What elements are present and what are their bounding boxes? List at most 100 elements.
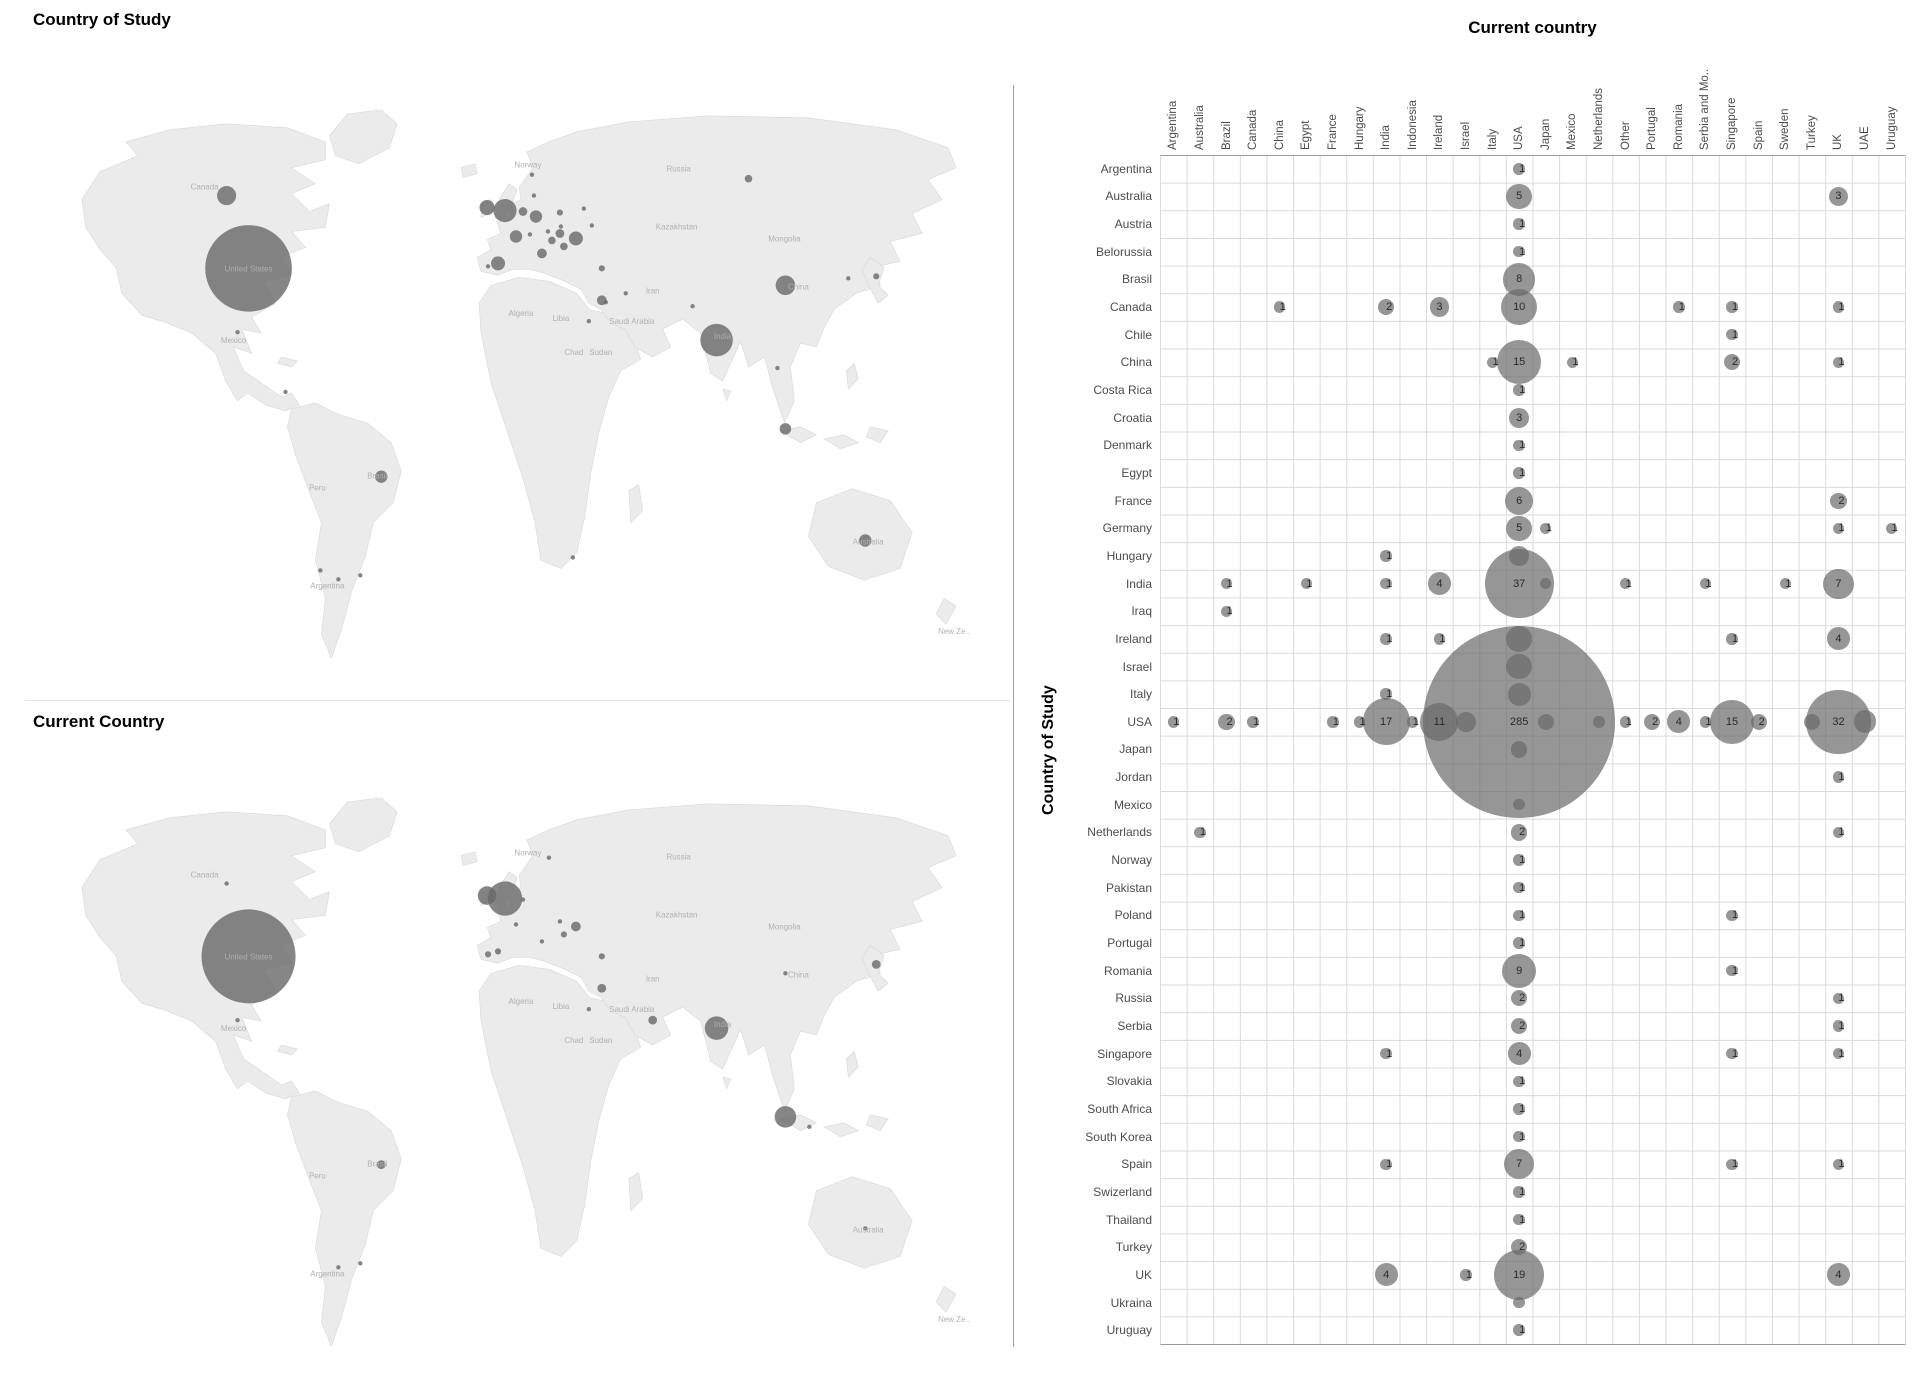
- matrix-row-label-belorussia[interactable]: Belorussia: [1095, 244, 1152, 259]
- matrix-bubble-india-japan[interactable]: [1540, 577, 1552, 590]
- current-map-bubble-italy[interactable]: [539, 939, 545, 944]
- study-map-bubble-romania[interactable]: [568, 231, 583, 246]
- matrix-bubble-jordan-uk[interactable]: [1832, 771, 1845, 783]
- current-map-bubble-argentina[interactable]: [336, 1265, 341, 1270]
- matrix-bubble-ireland-singapore[interactable]: [1726, 633, 1738, 645]
- matrix-col-header-indonesia[interactable]: Indonesia: [1406, 100, 1419, 150]
- matrix-bubble-ireland-uk[interactable]: [1827, 627, 1850, 651]
- matrix-bubble-usa-spain[interactable]: [1750, 713, 1767, 730]
- current-map-bubble-hungary[interactable]: [557, 919, 563, 924]
- matrix-bubble-france-uk[interactable]: [1830, 492, 1847, 509]
- matrix-row-label-ireland[interactable]: Ireland: [1115, 631, 1152, 646]
- matrix-row-label-singapore[interactable]: Singapore: [1097, 1046, 1152, 1061]
- study-map-bubble-argentina[interactable]: [336, 577, 341, 582]
- matrix-bubble-ireland-india[interactable]: [1380, 633, 1392, 645]
- matrix-bubble-norway-usa[interactable]: [1513, 854, 1525, 866]
- matrix-bubble-usa-france[interactable]: [1327, 716, 1339, 728]
- matrix-bubble-china-uk[interactable]: [1832, 356, 1845, 369]
- matrix-row-label-jordan[interactable]: Jordan: [1115, 770, 1152, 785]
- matrix-row-label-brasil[interactable]: Brasil: [1121, 272, 1152, 287]
- matrix-col-header-uk[interactable]: UK: [1832, 134, 1845, 150]
- matrix-col-header-hungary[interactable]: Hungary: [1353, 106, 1366, 150]
- matrix-col-header-uruguay[interactable]: Uruguay: [1885, 106, 1898, 150]
- current-map-bubble-netherlands[interactable]: [520, 897, 526, 902]
- current-map-bubble-canada[interactable]: [224, 881, 229, 886]
- matrix-bubble-china-mexico[interactable]: [1566, 356, 1579, 369]
- matrix-bubble-netherlands-uk[interactable]: [1832, 826, 1845, 839]
- matrix-bubble-ukraina-usa[interactable]: [1513, 1296, 1525, 1309]
- matrix-bubble-india-egypt[interactable]: [1300, 577, 1313, 590]
- matrix-row-label-uk[interactable]: UK: [1135, 1267, 1152, 1282]
- matrix-bubble-canada-china[interactable]: [1274, 301, 1286, 313]
- current-map-bubble-mexico[interactable]: [235, 1017, 240, 1023]
- matrix-bubble-canada-india[interactable]: [1378, 299, 1395, 316]
- matrix-col-header-mexico[interactable]: Mexico: [1566, 113, 1579, 150]
- matrix-row-label-hungary[interactable]: Hungary: [1106, 548, 1152, 563]
- matrix-row-label-ukraina[interactable]: Ukraina: [1110, 1295, 1152, 1310]
- matrix-bubble-spain-singapore[interactable]: [1726, 1158, 1738, 1170]
- matrix-bubble-mexico-usa[interactable]: [1513, 799, 1525, 811]
- study-map-bubble-singapore[interactable]: [779, 423, 792, 435]
- study-map-bubble-uruguay[interactable]: [358, 573, 363, 578]
- current-map-bubble-ireland[interactable]: [477, 886, 497, 905]
- study-map-bubble-poland[interactable]: [556, 209, 563, 216]
- matrix-bubble-usa-serbia-and-mo-[interactable]: [1699, 716, 1712, 728]
- matrix-row-label-costa-rica[interactable]: Costa Rica: [1093, 383, 1152, 398]
- matrix-col-header-romania[interactable]: Romania: [1672, 103, 1685, 150]
- current-map-bubble-sweden[interactable]: [546, 855, 552, 860]
- matrix-row-label-serbia[interactable]: Serbia: [1117, 1018, 1152, 1033]
- matrix-bubble-india-india[interactable]: [1380, 577, 1392, 590]
- matrix-col-header-ireland[interactable]: Ireland: [1433, 114, 1446, 150]
- matrix-col-header-japan[interactable]: Japan: [1539, 118, 1552, 150]
- matrix-row-label-pakistan[interactable]: Pakistan: [1105, 880, 1152, 895]
- matrix-row-label-russia[interactable]: Russia: [1115, 991, 1152, 1006]
- matrix-bubble-usa-indonesia[interactable]: [1407, 716, 1419, 728]
- matrix-row-label-usa[interactable]: USA: [1127, 714, 1152, 729]
- matrix-col-header-turkey[interactable]: Turkey: [1805, 115, 1818, 150]
- matrix-bubble-germany-japan[interactable]: [1540, 522, 1552, 534]
- matrix-row-label-italy[interactable]: Italy: [1129, 687, 1152, 702]
- matrix-row-label-romania[interactable]: Romania: [1103, 963, 1152, 978]
- matrix-bubble-chile-singapore[interactable]: [1726, 329, 1738, 341]
- matrix-bubble-usa-india[interactable]: [1362, 698, 1410, 746]
- matrix-bubble-ireland-ireland[interactable]: [1433, 633, 1446, 645]
- study-map-bubble-denmark[interactable]: [531, 193, 537, 198]
- matrix-col-header-singapore[interactable]: Singapore: [1726, 97, 1739, 150]
- study-map-bubble-germany[interactable]: [529, 210, 543, 223]
- matrix-bubble-canada-romania[interactable]: [1673, 301, 1685, 313]
- study-map-bubble-india[interactable]: [700, 323, 733, 357]
- matrix-bubble-portugal-usa[interactable]: [1513, 937, 1525, 949]
- matrix-row-label-france[interactable]: France: [1114, 493, 1152, 508]
- matrix-col-header-israel[interactable]: Israel: [1459, 121, 1472, 150]
- study-map-bubble-france[interactable]: [509, 230, 523, 243]
- matrix-col-header-sweden[interactable]: Sweden: [1779, 108, 1792, 150]
- matrix-bubble-canada-usa[interactable]: [1501, 289, 1538, 326]
- matrix-bubble-netherlands-usa[interactable]: [1511, 824, 1528, 841]
- study-map-bubble-netherlands[interactable]: [518, 207, 528, 216]
- matrix-row-label-argentina[interactable]: Argentina: [1100, 161, 1152, 176]
- matrix-row-label-japan[interactable]: Japan: [1119, 742, 1152, 757]
- matrix-bubble-india-other[interactable]: [1619, 577, 1632, 590]
- current-map-bubble-india[interactable]: [704, 1016, 729, 1040]
- matrix-bubble-canada-ireland[interactable]: [1429, 297, 1450, 317]
- matrix-bubble-spain-uk[interactable]: [1832, 1158, 1845, 1170]
- matrix-col-header-brazil[interactable]: Brazil: [1220, 121, 1233, 150]
- matrix-bubble-usa-canada[interactable]: [1247, 716, 1259, 728]
- matrix-bubble-india-sweden[interactable]: [1779, 577, 1791, 590]
- study-map-bubble-slovakia[interactable]: [558, 224, 564, 229]
- matrix-bubble-germany-usa[interactable]: [1506, 515, 1532, 542]
- matrix-col-header-spain[interactable]: Spain: [1752, 120, 1765, 150]
- matrix-row-label-canada[interactable]: Canada: [1109, 300, 1152, 315]
- matrix-bubble-usa-japan[interactable]: [1537, 713, 1554, 730]
- matrix-bubble-usa-other[interactable]: [1619, 716, 1632, 728]
- current-map-bubble-brazil[interactable]: [376, 1160, 386, 1170]
- current-map-bubble-usa[interactable]: [201, 909, 296, 1004]
- matrix-bubble-usa-singapore[interactable]: [1709, 699, 1755, 744]
- current-map-bubble-uae[interactable]: [648, 1015, 658, 1025]
- study-map-bubble-belorussia[interactable]: [581, 206, 587, 211]
- matrix-row-label-iraq[interactable]: Iraq: [1131, 604, 1152, 619]
- study-map-bubble-usa[interactable]: [205, 225, 292, 312]
- study-map-bubble-china[interactable]: [775, 275, 796, 296]
- matrix-col-header-canada[interactable]: Canada: [1247, 109, 1260, 150]
- current-map-bubble-serbia[interactable]: [560, 931, 567, 938]
